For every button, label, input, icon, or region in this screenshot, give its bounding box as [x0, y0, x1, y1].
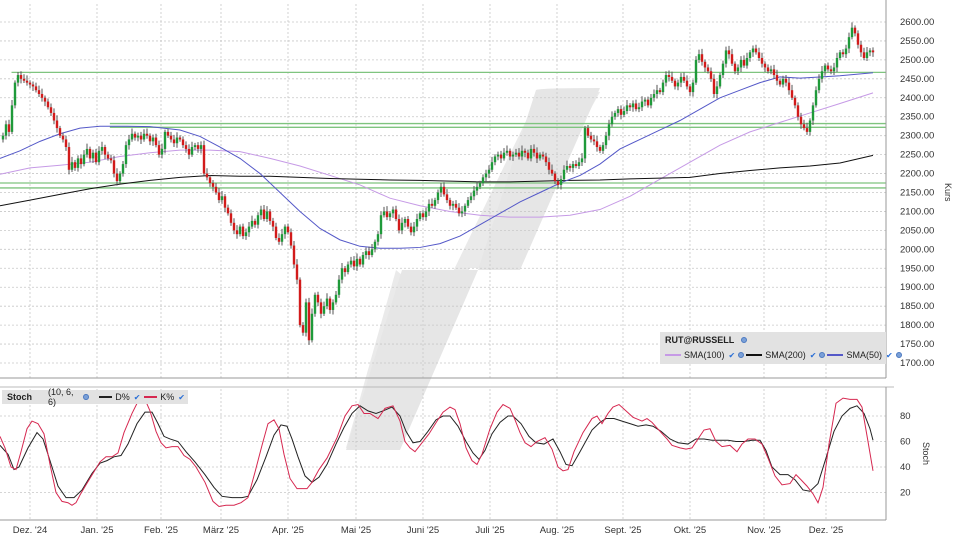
stochastic-lines: [0, 397, 874, 508]
instrument-name: RUT@RUSSELL: [665, 335, 735, 345]
k-label[interactable]: K%: [160, 392, 175, 402]
d-label[interactable]: D%: [115, 392, 130, 402]
svg-text:1800.00: 1800.00: [900, 320, 934, 331]
stoch-axis: 80 60 40 20: [900, 411, 911, 499]
svg-text:2200.00: 2200.00: [900, 169, 934, 180]
svg-text:Juli '25: Juli '25: [475, 525, 504, 536]
svg-text:März '25: März '25: [203, 525, 239, 536]
svg-text:2100.00: 2100.00: [900, 206, 934, 217]
svg-text:1950.00: 1950.00: [900, 263, 934, 274]
sma100-swatch: [665, 354, 681, 356]
instrument-label: RUT@RUSSELL: [665, 335, 749, 345]
sma200-label[interactable]: SMA(200): [765, 350, 806, 360]
svg-text:Nov. '25: Nov. '25: [747, 525, 781, 536]
d-swatch: [98, 396, 113, 398]
k-check-icon[interactable]: ✔: [178, 392, 185, 402]
sma100-settings-icon[interactable]: [738, 352, 745, 358]
svg-text:Feb. '25: Feb. '25: [144, 525, 178, 536]
stoch-grid: [0, 389, 886, 520]
watermark-logo: [346, 88, 600, 450]
svg-text:2250.00: 2250.00: [900, 150, 934, 161]
svg-text:1850.00: 1850.00: [900, 301, 934, 312]
sma50-swatch: [827, 354, 844, 356]
svg-text:2150.00: 2150.00: [900, 188, 934, 199]
svg-text:60: 60: [900, 437, 911, 448]
sma100-check-icon[interactable]: ✔: [728, 350, 736, 360]
moving-averages: [0, 72, 874, 249]
d-check-icon[interactable]: ✔: [133, 392, 141, 402]
sma50-settings-icon[interactable]: [895, 352, 902, 358]
k-swatch: [143, 396, 158, 398]
svg-text:Dez. '25: Dez. '25: [809, 525, 844, 536]
svg-text:1700.00: 1700.00: [900, 358, 934, 369]
time-axis: Dez. '24 Jan. '25 Feb. '25 März '25 Apr. '25…: [13, 525, 844, 536]
sma50-check-icon[interactable]: ✔: [885, 350, 893, 360]
svg-text:20: 20: [900, 488, 911, 499]
svg-text:Apr. '25: Apr. '25: [272, 525, 304, 536]
stoch-settings-icon[interactable]: [83, 394, 89, 400]
svg-text:2500.00: 2500.00: [900, 55, 934, 66]
sma200-check-icon[interactable]: ✔: [809, 350, 817, 360]
price-axis: 2600.00 2550.00 2500.00 2450.00 2400.00 2350.…: [900, 17, 934, 369]
svg-text:2050.00: 2050.00: [900, 225, 934, 236]
svg-text:2350.00: 2350.00: [900, 112, 934, 123]
svg-text:Jan. '25: Jan. '25: [81, 525, 114, 536]
svg-text:40: 40: [900, 462, 911, 473]
svg-text:Juni '25: Juni '25: [407, 525, 439, 536]
price-legend: RUT@RUSSELL SMA(100) ✔ SMA(200) ✔ SMA(50…: [660, 332, 902, 364]
svg-text:Sept. '25: Sept. '25: [604, 525, 641, 536]
stoch-axis-title: Stoch: [921, 442, 931, 466]
price-candles: [1, 22, 875, 345]
svg-text:1900.00: 1900.00: [900, 282, 934, 293]
settings-icon[interactable]: [740, 337, 747, 343]
svg-text:Okt. '25: Okt. '25: [674, 525, 706, 536]
sma200-swatch: [746, 354, 763, 356]
stoch-title: Stoch: [7, 392, 33, 402]
svg-text:2300.00: 2300.00: [900, 131, 934, 142]
svg-text:2450.00: 2450.00: [900, 74, 934, 85]
svg-text:1750.00: 1750.00: [900, 339, 934, 350]
sma200-settings-icon[interactable]: [819, 352, 826, 358]
svg-text:2550.00: 2550.00: [900, 36, 934, 47]
stoch-legend: Stoch (10, 6, 6) D% ✔ K% ✔: [2, 387, 188, 407]
stoch-params: (10, 6, 6): [48, 387, 74, 407]
svg-text:Dez. '24: Dez. '24: [13, 525, 48, 536]
svg-text:Aug. '25: Aug. '25: [540, 525, 575, 536]
sma50-label[interactable]: SMA(50): [846, 350, 882, 360]
svg-text:Mai '25: Mai '25: [341, 525, 371, 536]
svg-text:2400.00: 2400.00: [900, 93, 934, 104]
price-axis-title: Kurs: [943, 183, 953, 202]
svg-text:2000.00: 2000.00: [900, 244, 934, 255]
sma100-label[interactable]: SMA(100): [684, 350, 725, 360]
svg-text:80: 80: [900, 411, 911, 422]
panel-frames: [0, 0, 894, 521]
svg-text:2600.00: 2600.00: [900, 17, 934, 28]
